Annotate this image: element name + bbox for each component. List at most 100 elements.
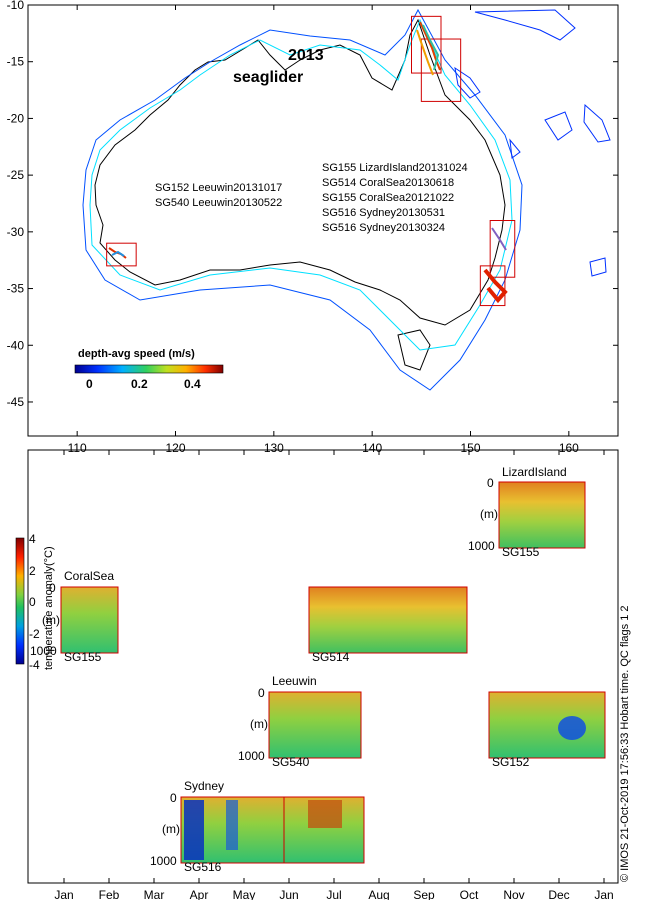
deployment-label: SG152 Leeuwin20131017 [155,182,282,194]
section-glider: SG155 [502,545,540,559]
anomaly-colorbar-gradient [15,537,25,665]
map-y-tick-label: -30 [7,225,25,239]
deployment-label: SG155 CoralSea20121022 [322,192,454,204]
map-y-tick-label: -20 [7,111,25,125]
anomaly-colorbar-tick: 4 [29,532,36,546]
cold-anomaly [558,716,586,740]
section-glider: SG152 [492,755,530,769]
deployment-list-west: SG152 Leeuwin20131017 SG540 Leeuwin20130… [155,182,282,209]
map-x-ticks: 110 120 130 140 150 160 [68,5,579,455]
section-frame [60,586,119,654]
deployment-list-east: SG155 LizardIsland20131024 SG514 CoralSe… [322,162,468,234]
region-box [420,38,462,102]
map-x-tick-label: 140 [362,441,382,455]
section-depth-top: 0 [258,686,265,700]
map-y-ticks: -10 -15 -20 -25 -30 -35 -40 -45 [7,0,618,409]
month-tick-label: Dec [548,888,569,900]
section-glider: SG514 [312,650,350,664]
anomaly-colorbar-tick: 2 [29,564,36,578]
map-y-tick-label: -45 [7,395,25,409]
deployment-label: SG540 Leeuwin20130522 [155,197,282,209]
month-tick-label: Jan [54,888,73,900]
month-tick-label: Jul [326,888,341,900]
section-glider: SG155 [64,650,102,664]
section-frame [488,691,606,759]
section-depth-unit: (m) [42,613,60,627]
tasmania [397,329,431,371]
region-box [479,265,506,307]
section-sydney-sg516: Sydney 0 (m) 1000 SG516 [150,779,365,874]
map-x-tick-label: 130 [264,441,284,455]
month-tick-label: Nov [503,888,524,900]
map-title-name: seaglider [233,69,303,86]
map-x-tick-label: 150 [460,441,480,455]
section-panel [489,692,605,758]
section-depth-top: 0 [49,581,56,595]
section-panel [269,692,361,758]
section-depth-unit: (m) [162,822,180,836]
section-region: LizardIsland [502,465,567,479]
speed-colorbar-gradient [74,364,224,374]
offshore-reefs [454,9,611,277]
section-depth-top: 0 [487,476,494,490]
warm-anomaly [308,800,342,828]
section-panel [309,587,467,653]
month-tick-label: Feb [99,888,120,900]
section-glider: SG540 [272,755,310,769]
section-region: Leeuwin [272,674,317,688]
speed-colorbar-tick: 0 [86,377,93,391]
bathymetry-2000m [82,8,523,391]
deployment-label: SG155 LizardIsland20131024 [322,162,468,174]
month-tick-label: May [233,888,256,900]
section-lizardisland: LizardIsland 0 (m) 1000 SG155 [468,465,586,559]
month-tick-label: Aug [368,888,389,900]
anomaly-colorbar-tick: -2 [29,627,40,641]
section-depth-bottom: 1000 [30,644,57,658]
speed-colorbar-tick: 0.4 [184,377,201,391]
section-glider: SG516 [184,860,222,874]
speed-colorbar-title: depth-avg speed (m/s) [78,348,195,360]
map-y-tick-label: -25 [7,168,25,182]
month-tick-label: Sep [413,888,435,900]
section-leeuwin-sg152: SG152 [488,691,606,769]
month-tick-label: Jan [594,888,613,900]
map-y-tick-label: -40 [7,338,25,352]
region-box [106,242,137,267]
section-frame [268,691,362,759]
timeline-panel: Jan Feb Mar Apr May Jun Jul Aug Sep Oct Nov Dec Jan … [15,449,619,902]
section-panel [499,482,585,548]
month-ticks: Jan Feb Mar Apr May Jun Jul Aug Sep Oct Nov Dec Jan [54,450,614,902]
anomaly-colorbar-tick: -4 [29,658,40,672]
section-frame [308,586,468,654]
map-y-tick-label: -15 [7,55,25,69]
map-panel: 110 120 130 140 150 160 -10 -15 -20 -25 -30 -35 -40… [7,0,619,455]
section-frame [283,796,365,864]
section-panel [61,587,118,653]
map-x-tick-label: 120 [165,441,185,455]
footer-credit: © IMOS 21-Oct-2019 17:56:33 Hobart time.… [619,605,631,882]
month-tick-label: Oct [460,888,479,900]
section-region: CoralSea [64,569,114,583]
section-depth-top: 0 [170,791,177,805]
section-depth-unit: (m) [480,507,498,521]
month-tick-label: Mar [144,888,165,900]
region-box [411,15,442,74]
month-tick-label: Apr [190,888,209,900]
speed-colorbar-tick: 0.2 [131,377,148,391]
glider-tracks [108,21,508,304]
section-depth-unit: (m) [250,717,268,731]
deployment-label: SG516 Sydney20130324 [322,222,445,234]
section-depth-bottom: 1000 [150,854,177,868]
anomaly-colorbar-label: temperature anomaly(°C) [43,546,55,670]
region-box [489,220,516,278]
cold-anomaly [184,800,204,860]
section-depth-bottom: 1000 [468,539,495,553]
section-depth-bottom: 1000 [238,749,265,763]
section-leeuwin-sg540: Leeuwin 0 (m) 1000 SG540 [238,674,362,769]
section-frame [498,481,586,549]
speed-colorbar: depth-avg speed (m/s) 0 0.2 0.4 [74,348,224,391]
map-y-tick-label: -10 [7,0,25,12]
map-x-tick-label: 110 [68,441,87,455]
map-axes: 110 120 130 140 150 160 -10 -15 -20 -25 -30 -35 -40… [7,0,619,455]
